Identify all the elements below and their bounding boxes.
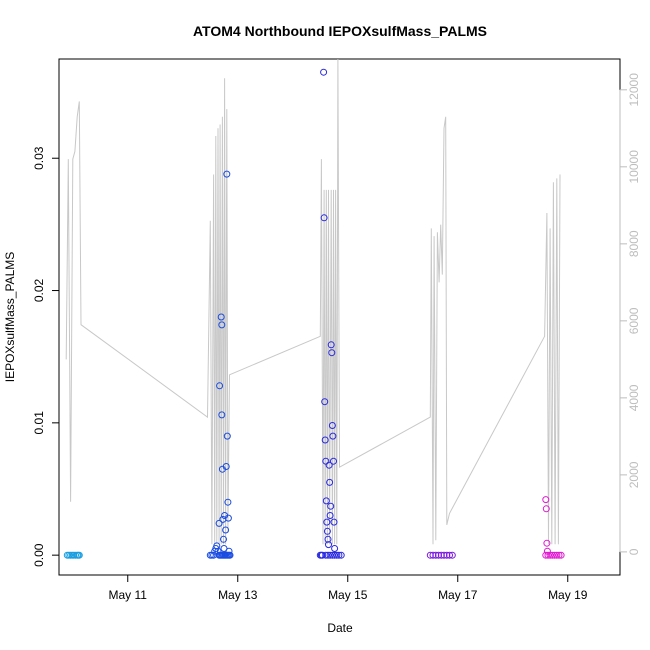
data-point [322,497,330,505]
data-point [324,551,332,559]
data-point [323,518,331,526]
data-point [548,551,556,559]
y-tick-label: 0.02 [32,278,46,302]
y-tick-label: 0.00 [32,543,46,567]
data-point [321,398,329,406]
y2-tick-label: 4000 [627,384,641,411]
data-point [321,436,329,444]
y-axis: 0.00 0.01 0.02 0.03 [32,146,60,567]
x-axis: May 11 May 13 May 15 May 17 May 19 [109,574,588,602]
data-point [326,551,334,559]
data-point [333,551,341,559]
x-tick-label: May 19 [548,588,588,602]
data-point [216,382,224,390]
x-tick-label: May 17 [438,588,478,602]
data-point [320,68,328,76]
data-point [325,541,332,549]
data-point [323,527,331,535]
data-point [542,505,550,513]
data-point [328,349,336,357]
data-point [446,551,453,559]
data-point [225,547,233,555]
data-point [557,551,565,559]
data-point [328,422,336,429]
data-point [75,551,83,559]
data-point [544,551,552,559]
plot-frame [58,58,621,576]
y-tick-label: 0.03 [32,146,46,170]
data-point [223,432,231,440]
data-point [325,461,333,469]
data-point [222,463,230,470]
x-tick-label: May 13 [218,588,258,602]
y-tick-label: 0.01 [32,411,46,435]
data-point [222,526,230,534]
data-point [335,551,343,559]
y2-tick-label: 12000 [627,73,641,107]
data-point [331,551,339,559]
points-layer [63,68,565,559]
data-point [218,321,226,329]
data-point [327,341,335,349]
data-point [327,502,335,510]
y2-tick-label: 8000 [627,230,641,257]
x-axis-label: Date [327,621,353,635]
data-point [330,518,338,526]
y2-tick-label: 6000 [627,307,641,334]
data-point [542,496,550,504]
altitude-line [65,58,561,545]
data-point [326,512,334,519]
altitude-layer [65,58,561,545]
data-point [324,535,332,543]
data-point [546,551,554,559]
data-point [326,478,334,486]
data-point [223,170,231,178]
data-point [553,551,561,559]
data-point [226,551,234,559]
data-point [330,457,337,465]
data-point [224,498,232,506]
data-point [215,519,223,527]
data-point [220,535,227,543]
data-point [543,539,551,547]
data-point [322,551,330,559]
y2-tick-label: 0 [627,548,641,555]
y2-tick-label: 10000 [627,150,641,184]
data-point [217,313,225,321]
chart-title: ATOM4 Northbound IEPOXsulfMass_PALMS [193,23,487,39]
data-point [218,411,226,419]
y2-axis-altitude: 0 2000 4000 6000 8000 10000 12000 [619,73,641,555]
data-point [329,432,337,440]
x-tick-label: May 11 [109,588,148,602]
y-axis-label: IEPOXsulfMass_PALMS [3,252,17,383]
data-point [213,542,221,550]
data-point [555,551,563,559]
x-tick-label: May 15 [328,588,368,602]
data-point [331,545,339,552]
data-point [224,514,232,522]
data-point [337,551,345,559]
data-point [320,214,328,222]
data-point [448,551,456,559]
y2-tick-label: 2000 [627,461,641,488]
